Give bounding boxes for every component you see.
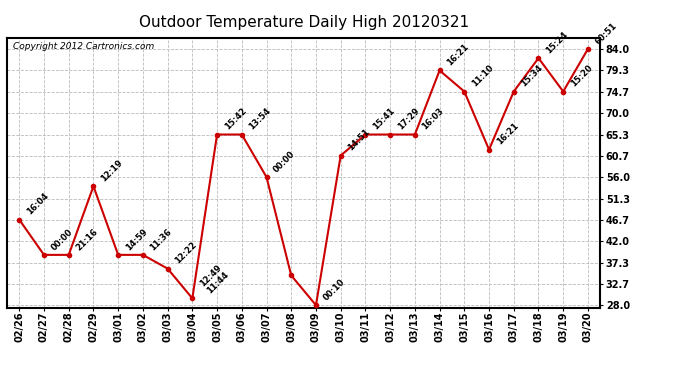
Text: 17:29: 17:29	[395, 106, 421, 132]
Text: 00:00: 00:00	[272, 149, 297, 174]
Text: 16:21: 16:21	[495, 122, 520, 147]
Text: 16:21: 16:21	[445, 42, 471, 68]
Text: 12:19: 12:19	[99, 158, 124, 183]
Text: 00:10: 00:10	[322, 278, 346, 302]
Text: 15:41: 15:41	[371, 106, 396, 132]
Text: 15:24: 15:24	[544, 30, 569, 56]
Text: 00:00: 00:00	[50, 227, 75, 252]
Text: 15:42: 15:42	[223, 106, 248, 132]
Text: Outdoor Temperature Daily High 20120321: Outdoor Temperature Daily High 20120321	[139, 15, 469, 30]
Text: 14:59: 14:59	[124, 227, 149, 252]
Text: 12:22: 12:22	[173, 240, 199, 266]
Text: 12:49
11:44: 12:49 11:44	[198, 263, 230, 296]
Text: 16:03: 16:03	[420, 106, 446, 132]
Text: 14:51: 14:51	[346, 128, 372, 153]
Text: 15:34: 15:34	[520, 63, 544, 89]
Text: 11:10: 11:10	[470, 63, 495, 89]
Text: 15:20: 15:20	[569, 63, 594, 89]
Text: 60:51: 60:51	[593, 21, 619, 46]
Text: 21:16: 21:16	[75, 227, 99, 252]
Text: 11:36: 11:36	[148, 227, 174, 252]
Text: Copyright 2012 Cartronics.com: Copyright 2012 Cartronics.com	[13, 42, 154, 51]
Text: 16:04: 16:04	[25, 192, 50, 217]
Text: 13:54: 13:54	[247, 106, 273, 132]
